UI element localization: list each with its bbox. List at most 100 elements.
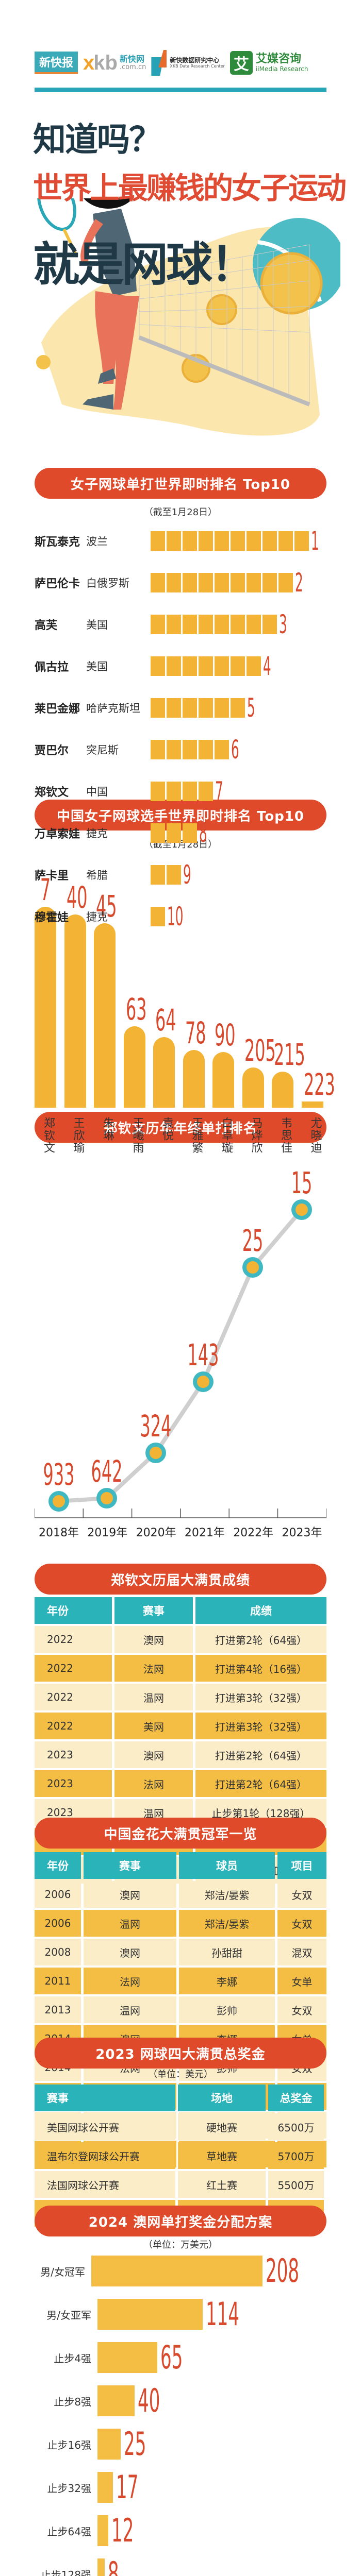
player-name-vertical: 白卓璇 [220, 1117, 233, 1154]
xkb-kb-glyph: kb [93, 51, 118, 74]
rank-block [167, 615, 181, 634]
rank-blocks [151, 656, 261, 676]
player-country: 捷克 [86, 827, 108, 840]
rank-number: 2 [295, 568, 303, 598]
iimedia-en: iiMedia Research [255, 65, 308, 73]
ranking-row: 穆霍娃 捷克 10 [35, 902, 326, 931]
column-header: 场地 [178, 2084, 266, 2111]
rank-block [199, 698, 213, 718]
rank-block [183, 740, 197, 759]
player-name: 萨卡里 [35, 870, 69, 883]
rank-block [294, 531, 309, 551]
rank-number: 7 [215, 776, 223, 806]
rank-value: 63 [125, 992, 147, 1027]
column-header: 赛事 [114, 1597, 193, 1624]
player-name: 贾巴尔 [35, 744, 69, 757]
ranking-row: 郑钦文 中国 7 [35, 776, 326, 806]
rank-block [183, 656, 197, 676]
ranking-row: 高芙 美国 3 [35, 612, 326, 637]
ranking-row: 萨巴伦卡 白俄罗斯 2 [35, 568, 326, 598]
rank-block [151, 573, 165, 592]
prize-value: 114 [205, 2295, 239, 2333]
rank-block [262, 615, 277, 634]
china-rank-column: 78 [183, 855, 206, 1108]
drc-mark-icon [151, 50, 167, 76]
china-rank-column: 205 [242, 855, 275, 1108]
rank-blocks [151, 740, 229, 759]
player-name: 斯瓦泰克 [35, 536, 80, 549]
table-cell: 温网 [114, 1684, 193, 1710]
table-cell: 澳网 [84, 1881, 176, 1908]
rank-bar [123, 1026, 145, 1108]
ranking-row: 万卓索娃 捷克 8 [35, 820, 326, 846]
rank-bar [153, 1037, 175, 1108]
rank-bar [35, 907, 56, 1108]
rank-bar [94, 923, 116, 1108]
rank-blocks [151, 782, 213, 801]
section-header-china-top10: 中国女子网球选手世界即时排名 Top10 [35, 800, 326, 831]
round-label: 男/女冠军 [40, 2265, 86, 2278]
rank-block [151, 865, 165, 885]
rank-block [247, 531, 261, 551]
player-name: 萨巴伦卡 [35, 578, 80, 590]
year-label: 2021年 [185, 1527, 225, 1539]
player-country: 希腊 [86, 869, 108, 882]
table-cell: 打进第4轮（16强） [195, 1655, 326, 1682]
china-rank-column: 40 [64, 855, 87, 1108]
player-name-vertical: 王雅繁 [190, 1117, 203, 1154]
table-cell: 女单 [277, 1968, 326, 1994]
table-cell: 温网 [84, 1996, 176, 2023]
player-name-vertical: 王曦雨 [130, 1117, 144, 1154]
column-header: 球员 [179, 1852, 275, 1879]
round-label: 止步128强 [40, 2568, 91, 2576]
round-label: 止步64强 [47, 2525, 91, 2538]
rank-block [151, 740, 165, 759]
player-country: 波兰 [86, 535, 108, 548]
table-cell: 2023 [35, 1770, 112, 1797]
table-cell: 彭帅 [179, 1996, 275, 2023]
player-country: 中国 [86, 786, 108, 798]
column-header: 年份 [35, 1852, 81, 1879]
rank-block [199, 656, 213, 676]
rank-number: 9 [183, 860, 191, 890]
rank-block [151, 698, 165, 718]
rank-blocks [151, 698, 245, 718]
player-name: 高芙 [35, 619, 58, 632]
player-country: 美国 [86, 619, 108, 631]
china-ranking-bar-chart: 7 40 45 63 64 78 90 205 215 223 [35, 855, 335, 1108]
section-note-ao-prize: （单位：万美元） [143, 2240, 218, 2250]
ranking-row: 莱巴金娜 哈萨克斯坦 5 [35, 695, 326, 721]
column-header: 项目 [277, 1852, 326, 1879]
table-cell: 美国网球公开赛 [35, 2113, 175, 2140]
zheng-yearend-line-chart: 933 2018年 642 2019年 324 2020年 143 2021年 25 2022年 1… [35, 1166, 326, 1539]
rank-block [199, 531, 213, 551]
rank-value-label: 143 [188, 1338, 219, 1373]
title-line-2: 世界上最赚钱的女子运动 [33, 171, 347, 206]
table-cell: 2013 [35, 1996, 81, 2023]
ranking-row: 斯瓦泰克 波兰 1 [35, 528, 326, 554]
player-name: 莱巴金娜 [35, 703, 80, 716]
table-header-row: 年份 赛事 球员 项目 [35, 1852, 326, 1879]
year-label: 2019年 [87, 1527, 127, 1539]
xkb-net-en: .com.cn [119, 63, 146, 71]
rank-number: 10 [167, 902, 184, 931]
table-cell: 法网 [114, 1655, 193, 1682]
rank-block [199, 573, 213, 592]
prize-bar [97, 2515, 109, 2546]
table-cell: 6500万 [268, 2113, 324, 2140]
xkb-net-logo: x kb 新快网 .com.cn [83, 52, 146, 75]
table-header-row: 赛事 场地 总奖金 [35, 2084, 326, 2111]
section-note-slam-prize: （单位：美元） [148, 2069, 213, 2080]
rank-block [215, 615, 229, 634]
rank-block [215, 573, 229, 592]
rank-bar [64, 914, 86, 1108]
round-label: 止步32强 [47, 2482, 91, 2495]
prize-row: 止步4强 65 [35, 2342, 326, 2374]
rank-bar [301, 1101, 323, 1108]
player-name-vertical: 马烨欣 [249, 1117, 262, 1154]
china-rank-column: 215 [272, 855, 305, 1108]
table-cell: 打进第2轮（64强） [195, 1770, 326, 1797]
table-cell: 打进第3轮（32强） [195, 1684, 326, 1710]
prize-row: 止步64强 12 [35, 2515, 326, 2547]
